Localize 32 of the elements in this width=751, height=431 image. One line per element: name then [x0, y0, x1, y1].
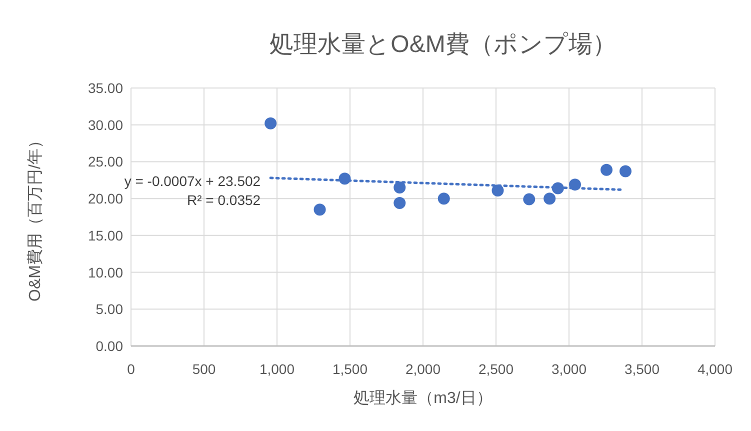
y-tick-label: 10.00 [88, 264, 124, 280]
point [523, 193, 536, 206]
point [314, 204, 326, 216]
x-tick-label: 1,500 [332, 361, 368, 377]
y-tick-label: 25.00 [88, 154, 124, 170]
x-tick-label: 3,500 [624, 361, 660, 377]
y-tick-label: 15.00 [88, 227, 124, 244]
x-tick-label: 1,000 [259, 361, 295, 377]
annotation: y = -0.0007x + 23.502 [124, 172, 261, 189]
point [492, 184, 504, 196]
x-tick-label: 2,500 [478, 361, 514, 377]
y-tick-label: 0.00 [96, 338, 124, 354]
x-axis-title: 処理水量（m3/日） [354, 389, 492, 407]
y-tick-label: 5.00 [96, 301, 124, 318]
point [394, 182, 406, 194]
x-tick-label: 500 [192, 361, 216, 377]
x-tick-label: 2,000 [405, 361, 441, 377]
x-tick-label: 3,000 [551, 361, 587, 377]
point [544, 192, 556, 205]
x-tick-label: 4,000 [697, 361, 733, 377]
annotation: R² = 0.0352 [187, 192, 261, 208]
point [620, 165, 632, 178]
y-axis-title: O&M費用（百万円/年） [26, 132, 44, 302]
y-tick-label: 20.00 [88, 190, 124, 207]
point [600, 164, 613, 176]
point [264, 117, 277, 130]
y-tick-label: 30.00 [88, 116, 124, 133]
point [394, 196, 406, 209]
x-tick-label: 0 [127, 361, 136, 377]
point [438, 192, 450, 205]
y-tick-label: 35.00 [88, 80, 124, 96]
chart-title: 処理水量とO&M費（ポンプ場） [270, 31, 616, 58]
